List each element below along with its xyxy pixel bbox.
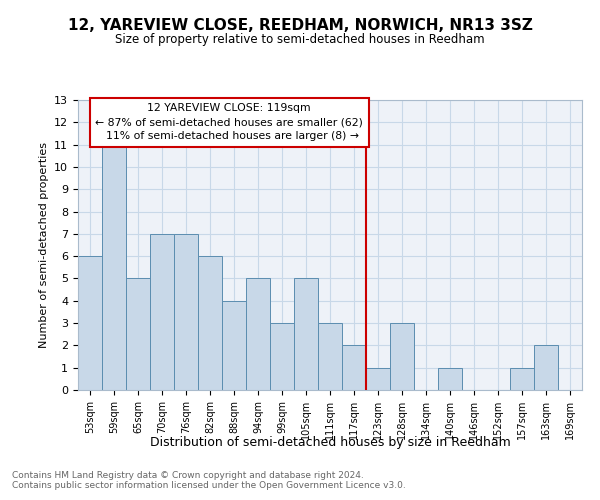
Bar [390,323,414,390]
Bar [342,346,366,390]
Bar [102,144,126,390]
Bar [270,323,294,390]
Bar [198,256,222,390]
Bar [534,346,558,390]
Bar [294,278,318,390]
Text: Size of property relative to semi-detached houses in Reedham: Size of property relative to semi-detach… [115,32,485,46]
Text: Distribution of semi-detached houses by size in Reedham: Distribution of semi-detached houses by … [149,436,511,449]
Text: 12, YAREVIEW CLOSE, REEDHAM, NORWICH, NR13 3SZ: 12, YAREVIEW CLOSE, REEDHAM, NORWICH, NR… [68,18,532,32]
Bar [150,234,174,390]
Bar [438,368,462,390]
Bar [366,368,390,390]
Bar [246,278,270,390]
Bar [174,234,198,390]
Bar [318,323,342,390]
Bar [510,368,534,390]
Text: Contains HM Land Registry data © Crown copyright and database right 2024.
Contai: Contains HM Land Registry data © Crown c… [12,470,406,490]
Y-axis label: Number of semi-detached properties: Number of semi-detached properties [38,142,49,348]
Bar [222,301,246,390]
Text: 12 YAREVIEW CLOSE: 119sqm
← 87% of semi-detached houses are smaller (62)
  11% o: 12 YAREVIEW CLOSE: 119sqm ← 87% of semi-… [95,104,363,142]
Bar [78,256,102,390]
Bar [126,278,150,390]
